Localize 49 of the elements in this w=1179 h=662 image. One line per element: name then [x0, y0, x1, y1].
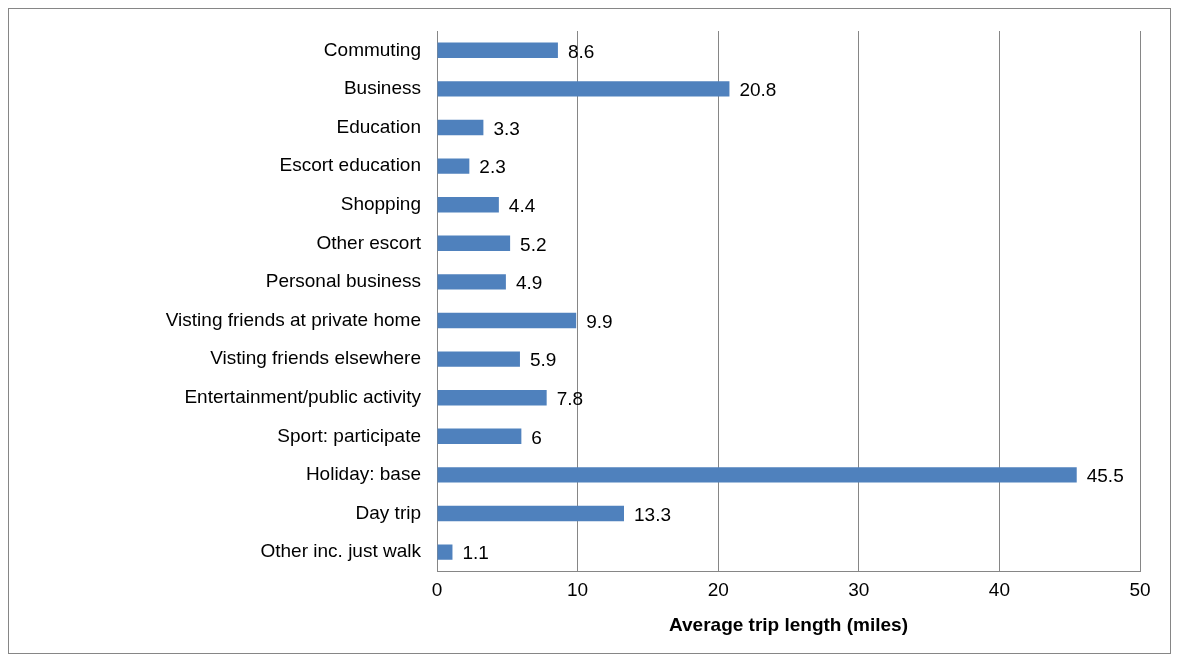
data-label: 5.9 [529, 349, 557, 371]
y-tick-label: Commuting [323, 38, 421, 60]
y-tick-label: Other escort [316, 231, 422, 253]
y-tick-label: Visting friends elsewhere [210, 347, 421, 369]
bar [437, 389, 547, 406]
y-tick-label: Holiday: base [305, 463, 421, 485]
bar [437, 544, 453, 560]
bar [437, 119, 484, 136]
data-label: 4.4 [508, 194, 536, 216]
y-tick-label: Education [336, 115, 421, 137]
y-tick-label: Shopping [340, 192, 421, 214]
bar [437, 351, 520, 367]
x-tick-label: 40 [988, 579, 1010, 601]
bar [437, 312, 577, 329]
y-tick-label: Visting friends at private home [165, 308, 421, 330]
data-label: 45.5 [1086, 465, 1124, 487]
bar [437, 467, 1077, 483]
x-axis-title: Average trip length (miles) [669, 613, 908, 635]
y-tick-label: Day trip [355, 501, 421, 523]
data-label: 9.9 [586, 310, 613, 332]
data-label: 3.3 [493, 117, 520, 139]
data-label: 4.9 [515, 272, 543, 294]
x-tick-label: 10 [567, 579, 589, 601]
y-tick-label: Personal business [265, 270, 421, 292]
bar [437, 158, 470, 174]
y-tick-label: Business [343, 77, 421, 99]
data-label: 1.1 [462, 542, 489, 564]
bar [437, 505, 624, 522]
x-tick-label: 0 [431, 579, 443, 601]
bar [437, 196, 499, 213]
data-label: 2.3 [479, 156, 506, 178]
data-label: 8.6 [567, 40, 595, 62]
y-tick-label: Other inc. just walk [260, 540, 422, 562]
bar [437, 81, 730, 97]
data-label: 20.8 [739, 79, 777, 101]
data-label: 6 [531, 426, 542, 448]
y-tick-label: Entertainment/public activity [184, 385, 422, 407]
y-tick-label: Escort education [279, 154, 421, 176]
bar [437, 42, 558, 59]
data-label: 5.2 [520, 233, 547, 255]
data-label: 7.8 [556, 387, 584, 409]
bar [437, 274, 506, 290]
x-tick-label: 20 [707, 579, 729, 601]
bar [437, 235, 511, 252]
data-label: 13.3 [634, 503, 671, 525]
x-tick-label: 50 [1129, 579, 1151, 601]
bar [437, 428, 522, 445]
y-tick-label: Sport: participate [277, 424, 421, 446]
x-tick-label: 30 [848, 579, 870, 601]
